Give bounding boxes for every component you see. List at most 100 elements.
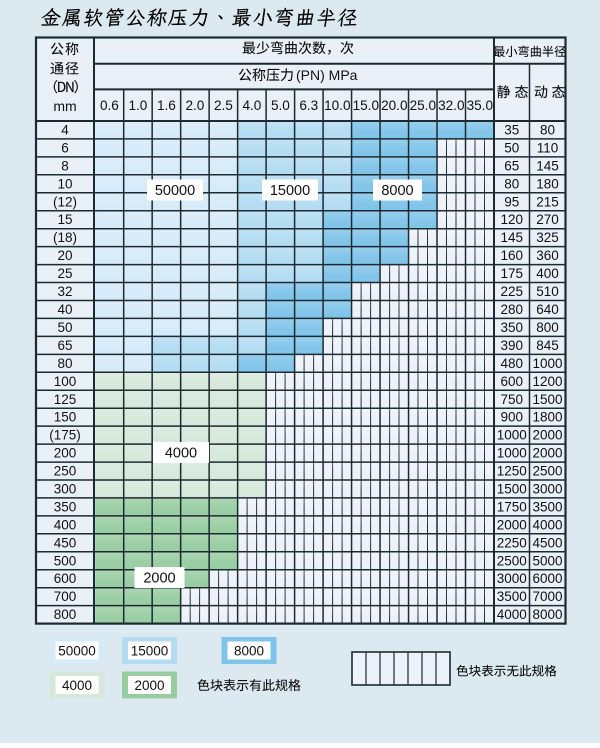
svg-text:0.6: 0.6 <box>100 98 119 113</box>
svg-text:80: 80 <box>57 356 72 371</box>
svg-text:3000: 3000 <box>532 482 562 497</box>
svg-text:35.0: 35.0 <box>467 98 494 113</box>
svg-text:40: 40 <box>57 302 72 317</box>
svg-text:2000: 2000 <box>532 428 562 443</box>
svg-text:8000: 8000 <box>532 607 562 622</box>
svg-text:10: 10 <box>57 176 72 191</box>
svg-text:20: 20 <box>57 248 72 263</box>
svg-text:4000: 4000 <box>532 517 562 532</box>
svg-text:1500: 1500 <box>532 392 562 407</box>
svg-text:2000: 2000 <box>143 571 175 587</box>
svg-text:145: 145 <box>536 158 559 173</box>
svg-text:32.0: 32.0 <box>438 98 465 113</box>
svg-text:1000: 1000 <box>497 446 527 461</box>
svg-text:(175): (175) <box>49 428 81 443</box>
svg-text:2.0: 2.0 <box>185 98 204 113</box>
svg-text:6000: 6000 <box>532 571 562 586</box>
svg-text:2.5: 2.5 <box>214 98 233 113</box>
svg-text:750: 750 <box>501 392 524 407</box>
svg-text:80: 80 <box>504 176 519 191</box>
svg-text:120: 120 <box>501 212 524 227</box>
svg-text:700: 700 <box>54 589 77 604</box>
svg-text:1.0: 1.0 <box>128 98 147 113</box>
svg-text:32: 32 <box>57 284 72 299</box>
svg-text:300: 300 <box>54 482 77 497</box>
svg-text:50000: 50000 <box>58 644 96 659</box>
svg-text:2000: 2000 <box>497 517 527 532</box>
svg-text:15000: 15000 <box>131 644 169 659</box>
svg-text:225: 225 <box>501 284 524 299</box>
svg-text:1.6: 1.6 <box>157 98 176 113</box>
svg-text:250: 250 <box>54 464 77 479</box>
svg-text:845: 845 <box>536 338 559 353</box>
svg-text:510: 510 <box>536 284 559 299</box>
svg-text:640: 640 <box>536 302 559 317</box>
svg-text:25.0: 25.0 <box>410 98 437 113</box>
svg-text:15: 15 <box>57 212 72 227</box>
svg-text:145: 145 <box>501 230 524 245</box>
svg-text:480: 480 <box>501 356 524 371</box>
svg-text:8000: 8000 <box>381 183 413 199</box>
svg-text:1750: 1750 <box>497 499 527 514</box>
svg-text:325: 325 <box>536 230 559 245</box>
svg-text:280: 280 <box>501 302 524 317</box>
svg-text:900: 900 <box>501 410 524 425</box>
svg-text:1000: 1000 <box>532 356 562 371</box>
svg-text:50000: 50000 <box>155 183 195 199</box>
svg-text:4000: 4000 <box>165 446 197 462</box>
svg-text:160: 160 <box>501 248 524 263</box>
svg-text:200: 200 <box>54 446 77 461</box>
svg-text:600: 600 <box>501 374 524 389</box>
svg-text:25: 25 <box>57 266 72 281</box>
svg-text:50: 50 <box>57 320 72 335</box>
svg-text:2000: 2000 <box>134 678 164 693</box>
svg-text:400: 400 <box>54 517 77 532</box>
svg-text:7000: 7000 <box>532 589 562 604</box>
svg-text:360: 360 <box>536 248 559 263</box>
svg-text:450: 450 <box>54 535 77 550</box>
svg-text:15000: 15000 <box>270 183 310 199</box>
svg-text:2250: 2250 <box>497 535 527 550</box>
svg-text:350: 350 <box>54 499 77 514</box>
svg-text:500: 500 <box>54 553 77 568</box>
svg-text:5000: 5000 <box>532 553 562 568</box>
svg-text:(PN) MPa: (PN) MPa <box>296 67 358 83</box>
svg-text:600: 600 <box>54 571 77 586</box>
svg-text:8: 8 <box>61 158 69 173</box>
svg-text:180: 180 <box>536 176 559 191</box>
svg-text:215: 215 <box>536 194 559 209</box>
svg-text:4500: 4500 <box>532 535 562 550</box>
svg-text:175: 175 <box>501 266 524 281</box>
svg-text:1500: 1500 <box>497 482 527 497</box>
svg-text:1250: 1250 <box>497 464 527 479</box>
svg-text:270: 270 <box>536 212 559 227</box>
svg-text:8000: 8000 <box>234 644 264 659</box>
svg-text:3000: 3000 <box>497 571 527 586</box>
svg-text:800: 800 <box>536 320 559 335</box>
svg-text:100: 100 <box>54 374 77 389</box>
svg-text:2500: 2500 <box>532 464 562 479</box>
svg-text:6: 6 <box>61 140 69 155</box>
svg-text:95: 95 <box>504 194 519 209</box>
svg-text:15.0: 15.0 <box>353 98 380 113</box>
svg-text:65: 65 <box>504 158 519 173</box>
svg-text:800: 800 <box>54 607 77 622</box>
svg-text:(12): (12) <box>53 194 77 209</box>
svg-text:5.0: 5.0 <box>271 98 290 113</box>
svg-text:1800: 1800 <box>532 410 562 425</box>
svg-text:65: 65 <box>57 338 72 353</box>
svg-text:125: 125 <box>54 392 77 407</box>
svg-text:80: 80 <box>540 123 555 138</box>
svg-text:1000: 1000 <box>497 428 527 443</box>
svg-text:400: 400 <box>536 266 559 281</box>
svg-text:2000: 2000 <box>532 446 562 461</box>
svg-text:150: 150 <box>54 410 77 425</box>
svg-text:6.3: 6.3 <box>299 98 318 113</box>
svg-text:1200: 1200 <box>532 374 562 389</box>
svg-text:50: 50 <box>504 140 519 155</box>
svg-text:4000: 4000 <box>62 678 92 693</box>
svg-text:3500: 3500 <box>532 499 562 514</box>
svg-text:4: 4 <box>61 123 69 138</box>
svg-text:4000: 4000 <box>497 607 527 622</box>
svg-text:350: 350 <box>501 320 524 335</box>
